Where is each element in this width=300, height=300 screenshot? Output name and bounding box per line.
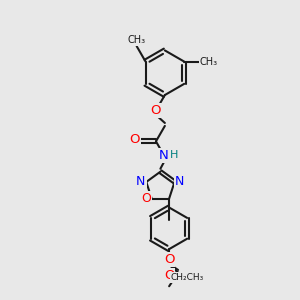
Text: CH₃: CH₃ [200, 57, 217, 67]
Text: N: N [175, 176, 184, 188]
Text: CH₂CH₃: CH₂CH₃ [170, 273, 204, 282]
Text: O: O [164, 253, 174, 266]
Text: O: O [141, 192, 151, 205]
Text: N: N [158, 149, 168, 162]
Text: O: O [164, 269, 174, 282]
Text: CH₃: CH₃ [128, 35, 146, 45]
Text: N: N [136, 176, 146, 188]
Text: O: O [151, 104, 161, 117]
Text: O: O [129, 134, 140, 146]
Text: H: H [170, 150, 178, 160]
